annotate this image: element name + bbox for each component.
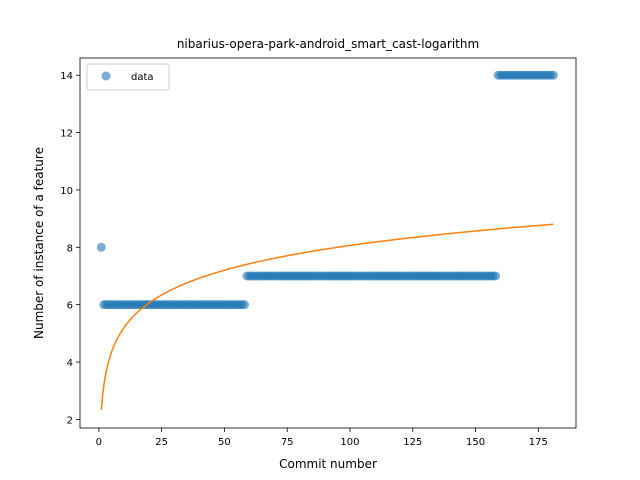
data-point <box>548 70 558 80</box>
y-axis-ticks: 2 4 6 8 10 12 14 <box>60 71 80 426</box>
legend-box <box>86 63 170 91</box>
y-tick-label: 10 <box>60 186 73 197</box>
x-tick-label: 0 <box>96 437 102 448</box>
y-tick-label: 2 <box>67 415 73 426</box>
legend: data <box>86 63 170 91</box>
data-point <box>240 300 249 310</box>
x-tick-label: 50 <box>218 437 231 448</box>
x-tick-label: 150 <box>466 437 485 448</box>
x-axis-ticks: 0 25 50 75 100 125 150 175 <box>96 428 548 448</box>
y-tick-label: 8 <box>67 243 73 254</box>
y-tick-label: 14 <box>60 71 73 82</box>
chart-title: nibarius-opera-park-android_smart_cast-l… <box>177 37 479 51</box>
y-tick-label: 4 <box>67 358 73 369</box>
x-tick-label: 125 <box>403 437 422 448</box>
data-point <box>491 271 501 281</box>
y-tick-label: 6 <box>67 301 73 312</box>
x-tick-label: 25 <box>155 437 168 448</box>
x-tick-label: 100 <box>340 437 359 448</box>
plot-area <box>96 70 558 410</box>
x-tick-label: 75 <box>281 437 294 448</box>
fit-line <box>100 223 554 410</box>
y-axis-title: Number of instance of a feature <box>32 147 46 339</box>
legend-marker-data <box>101 71 111 81</box>
plot-frame <box>79 57 577 429</box>
x-tick-label: 175 <box>529 437 548 448</box>
legend-label-data: data <box>131 72 154 83</box>
data-point <box>96 242 106 252</box>
x-axis-title: Commit number <box>279 457 377 471</box>
y-tick-label: 12 <box>60 129 73 140</box>
